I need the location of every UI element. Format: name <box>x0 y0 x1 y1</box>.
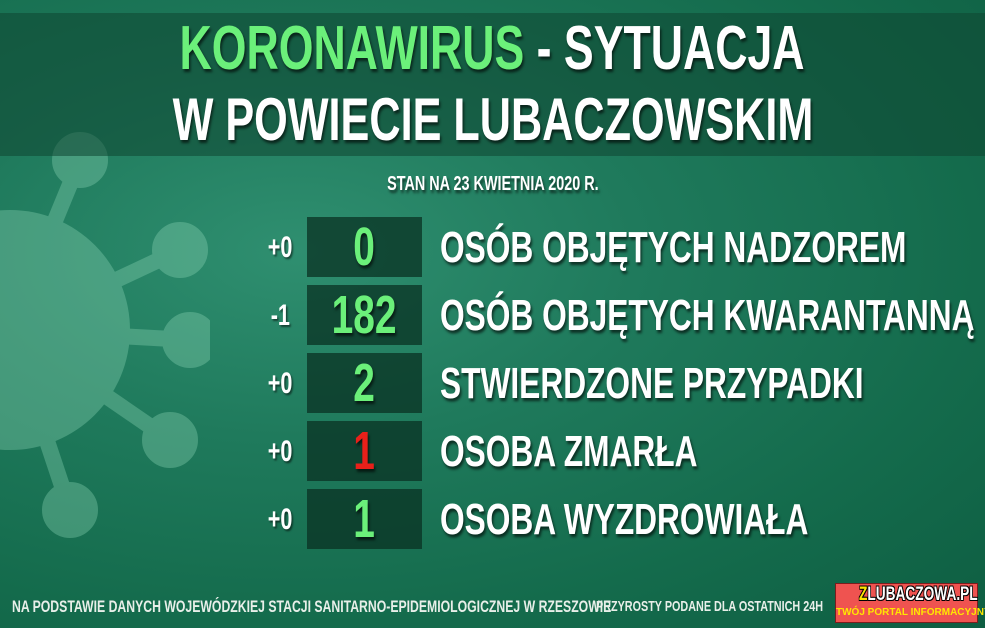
delta-text: +0 <box>267 435 293 468</box>
stat-value: 1 <box>307 489 422 549</box>
delta-text: +0 <box>267 231 293 264</box>
stat-label: OSÓB OBJĘTYCH NADZOREM <box>440 223 985 273</box>
stat-value: 0 <box>307 217 422 277</box>
stat-row: +0 1 OSOBA WYZDROWIAŁA <box>0 489 985 551</box>
source-text: NA PODSTAWIE DANYCH WOJEWÓDZKIEJ STACJI … <box>12 597 612 616</box>
stat-delta: +0 <box>240 231 320 265</box>
coronavirus-icon <box>0 132 210 538</box>
stat-label: STWIERDZONE PRZYPADKI <box>440 359 985 409</box>
title-rest: - SYTUACJA <box>524 14 805 83</box>
label-text: OSÓB OBJĘTYCH NADZOREM <box>440 223 907 272</box>
logo-name-rest: LUBACZOWA.PL <box>867 584 978 605</box>
label-text: OSOBA WYZDROWIAŁA <box>440 495 809 544</box>
subtitle-wrap: W POWIECIE LUBACZOWSKIM <box>0 88 985 152</box>
label-text: STWIERDZONE PRZYPADKI <box>440 359 864 408</box>
stat-row: +0 2 STWIERDZONE PRZYPADKI <box>0 353 985 415</box>
stat-label: OSOBA ZMARŁA <box>440 427 798 477</box>
delta-text: +0 <box>267 367 293 400</box>
stat-delta: +0 <box>240 367 320 401</box>
stat-value: 2 <box>307 353 422 413</box>
subtitle: W POWIECIE LUBACZOWSKIM <box>172 86 813 153</box>
delta-text: -1 <box>270 299 290 332</box>
note-text: PRZYROSTY PODANE DLA OSTATNICH 24H <box>596 598 824 615</box>
stat-row: +0 1 OSOBA ZMARŁA <box>0 421 985 483</box>
value-text: 1 <box>353 421 376 481</box>
date-wrap: STAN NA 23 KWIETNIA 2020 R. <box>0 172 985 196</box>
title-band <box>0 13 985 156</box>
stat-label: OSÓB OBJĘTYCH KWARANTANNĄ <box>440 291 985 341</box>
logo-first-letter: Z <box>859 584 868 605</box>
delta-text: +0 <box>267 503 293 536</box>
logo-name: ZLUBACZOWA.PL <box>836 584 978 606</box>
title-highlight: KORONAWIRUS <box>179 14 525 83</box>
value-text: 0 <box>353 217 376 277</box>
value-text: 1 <box>353 489 376 549</box>
stat-row: -1 182 OSÓB OBJĘTYCH KWARANTANNĄ <box>0 285 985 347</box>
stat-delta: -1 <box>240 299 320 333</box>
stat-label: OSOBA WYZDROWIAŁA <box>440 495 952 545</box>
logo-tagline: TWÓJ PORTAL INFORMACYJNY <box>836 607 985 618</box>
page-title: KORONAWIRUS - SYTUACJA <box>0 16 985 82</box>
label-text: OSÓB OBJĘTYCH KWARANTANNĄ <box>440 291 975 340</box>
source-note: NA PODSTAWIE DANYCH WOJEWÓDZKIEJ STACJI … <box>12 597 844 617</box>
stat-delta: +0 <box>240 503 320 537</box>
stat-value: 182 <box>307 285 422 345</box>
value-text: 182 <box>332 285 397 345</box>
stat-value: 1 <box>307 421 422 481</box>
site-logo[interactable]: ZLUBACZOWA.PL TWÓJ PORTAL INFORMACYJNY <box>835 583 985 623</box>
stat-row: +0 0 OSÓB OBJĘTYCH NADZOREM <box>0 217 985 279</box>
date-label: STAN NA 23 KWIETNIA 2020 R. <box>386 173 599 195</box>
value-text: 2 <box>353 353 376 413</box>
increment-note: PRZYROSTY PODANE DLA OSTATNICH 24H <box>596 598 911 615</box>
stat-delta: +0 <box>240 435 320 469</box>
label-text: OSOBA ZMARŁA <box>440 427 698 476</box>
